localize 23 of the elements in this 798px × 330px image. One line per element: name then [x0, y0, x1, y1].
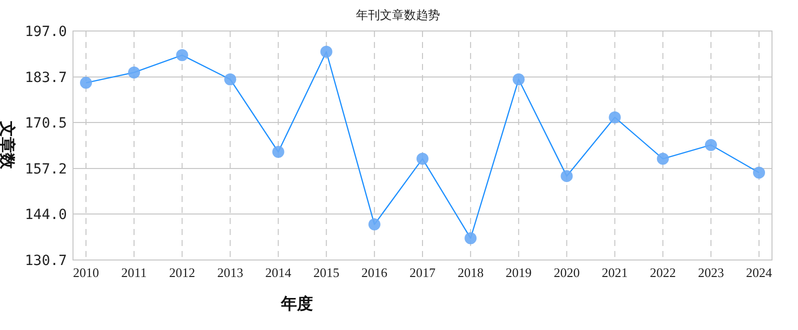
- x-tick-label: 2010: [72, 265, 99, 280]
- x-tick-label: 2020: [554, 265, 580, 280]
- x-tick-label: 2011: [121, 265, 147, 280]
- y-tick-label: 130.7: [24, 253, 67, 269]
- x-tick-label: 2016: [361, 265, 388, 280]
- x-tick-label: 2019: [506, 265, 532, 280]
- x-tick-label: 2015: [313, 265, 340, 280]
- x-tick-label: 2023: [698, 265, 724, 280]
- y-tick-label: 183.7: [24, 70, 67, 86]
- x-tick-label: 2018: [458, 265, 484, 280]
- x-tick-label: 2021: [602, 265, 628, 280]
- x-tick-label: 2024: [746, 265, 773, 280]
- y-tick-label: 197.0: [24, 24, 67, 40]
- y-tick-label: 144.0: [24, 207, 67, 224]
- chart-title: 年刊文章数趋势: [356, 8, 440, 22]
- x-tick-label: 2014: [265, 265, 292, 280]
- y-tick-label: 157.2: [24, 161, 67, 178]
- x-axis-title: 年度: [280, 294, 313, 313]
- x-tick-label: 2012: [169, 265, 196, 280]
- x-tick-label: 2017: [410, 265, 436, 280]
- x-tick-label: 2013: [217, 265, 244, 280]
- x-tick-label: 2022: [650, 265, 676, 280]
- y-tick-label: 170.5: [24, 116, 67, 132]
